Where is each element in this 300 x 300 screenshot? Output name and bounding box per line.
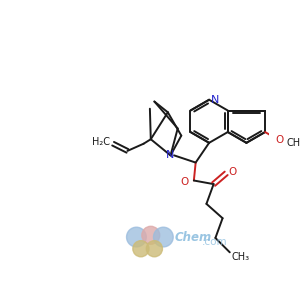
Text: H₂C: H₂C	[92, 137, 110, 147]
Text: .com: .com	[202, 236, 228, 247]
Text: O: O	[181, 177, 189, 187]
Text: N: N	[166, 150, 175, 161]
Text: CH₃: CH₃	[232, 252, 250, 262]
Circle shape	[146, 241, 163, 257]
Text: O: O	[228, 167, 237, 177]
Circle shape	[127, 227, 146, 247]
Circle shape	[142, 226, 160, 244]
Text: N: N	[211, 95, 220, 105]
Circle shape	[154, 227, 173, 247]
Text: O: O	[275, 135, 283, 145]
Text: CH₃: CH₃	[286, 138, 300, 148]
Text: Chem: Chem	[174, 231, 212, 244]
Circle shape	[133, 241, 149, 257]
